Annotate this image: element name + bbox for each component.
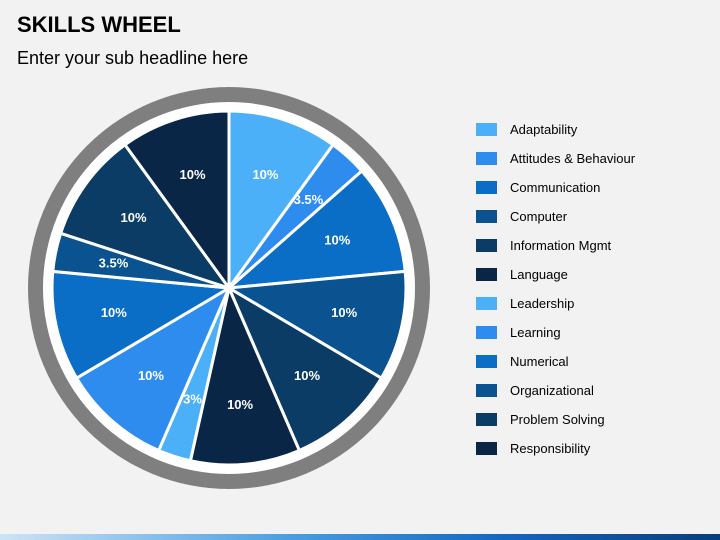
slice-value-label: 10% — [324, 233, 350, 248]
legend-label: Learning — [510, 325, 561, 340]
pie-slice — [59, 143, 231, 290]
page-title: SKILLS WHEEL — [17, 12, 181, 37]
legend-item: Responsibility — [476, 434, 635, 463]
skills-wheel-chart: 10% 3.5% 10% 10% 10% 10% 3% 10% 10% 3.5% 10% 10% — [28, 87, 430, 489]
chart-legend: Adaptability Attitudes & Behaviour Communi… — [476, 115, 635, 463]
legend-label: Problem Solving — [510, 412, 605, 427]
legend-label: Information Mgmt — [510, 238, 612, 253]
legend-swatch — [476, 326, 497, 339]
legend-swatch — [476, 355, 497, 368]
legend-label: Language — [510, 267, 568, 282]
legend-label: Adaptability — [510, 122, 578, 137]
slice-value-label: 10% — [180, 167, 206, 182]
legend-label: Attitudes & Behaviour — [510, 151, 636, 166]
pie-slice — [188, 286, 301, 467]
slice-value-label: 3% — [183, 392, 202, 407]
pie-slice — [123, 109, 231, 290]
pie-slice — [50, 269, 231, 380]
legend-item: Numerical — [476, 347, 635, 376]
legend-swatch — [476, 442, 497, 455]
slice-value-label: 10% — [331, 305, 357, 320]
slice-value-label: 3.5% — [294, 192, 324, 207]
slice-value-label: 10% — [138, 368, 164, 383]
legend-item: Problem Solving — [476, 405, 635, 434]
legend-label: Computer — [510, 209, 568, 224]
legend-swatch — [476, 297, 497, 310]
legend-swatch — [476, 268, 497, 281]
pie-slice — [227, 169, 407, 290]
pie-slice — [227, 286, 383, 452]
legend-swatch — [476, 152, 497, 165]
pie-slice — [227, 269, 408, 380]
pie-slice — [227, 109, 335, 290]
legend-label: Numerical — [510, 354, 569, 369]
legend-swatch — [476, 181, 497, 194]
legend-item: Communication — [476, 173, 635, 202]
legend-item: Attitudes & Behaviour — [476, 144, 635, 173]
legend-label: Organizational — [510, 383, 594, 398]
slice-value-label: 3.5% — [99, 256, 129, 271]
page-subtitle: Enter your sub headline here — [17, 48, 249, 68]
legend-swatch — [476, 413, 497, 426]
slice-value-label: 10% — [101, 305, 127, 320]
legend-label: Communication — [510, 180, 601, 195]
legend-item: Organizational — [476, 376, 635, 405]
legend-swatch — [476, 384, 497, 397]
slice-value-label: 10% — [294, 368, 320, 383]
legend-item: Adaptability — [476, 115, 635, 144]
legend-label: Leadership — [510, 296, 575, 311]
slice-value-label: 10% — [227, 397, 253, 412]
legend-item: Computer — [476, 202, 635, 231]
legend-swatch — [476, 239, 497, 252]
legend-item: Leadership — [476, 289, 635, 318]
slice-value-label: 10% — [121, 210, 147, 225]
legend-item: Learning — [476, 318, 635, 347]
legend-item: Language — [476, 260, 635, 289]
legend-item: Information Mgmt — [476, 231, 635, 260]
legend-label: Responsibility — [510, 441, 591, 456]
pie-slice — [75, 286, 231, 452]
legend-swatch — [476, 123, 497, 136]
legend-swatch — [476, 210, 497, 223]
footer-gradient-bar — [0, 534, 720, 540]
slice-value-label: 10% — [252, 167, 278, 182]
